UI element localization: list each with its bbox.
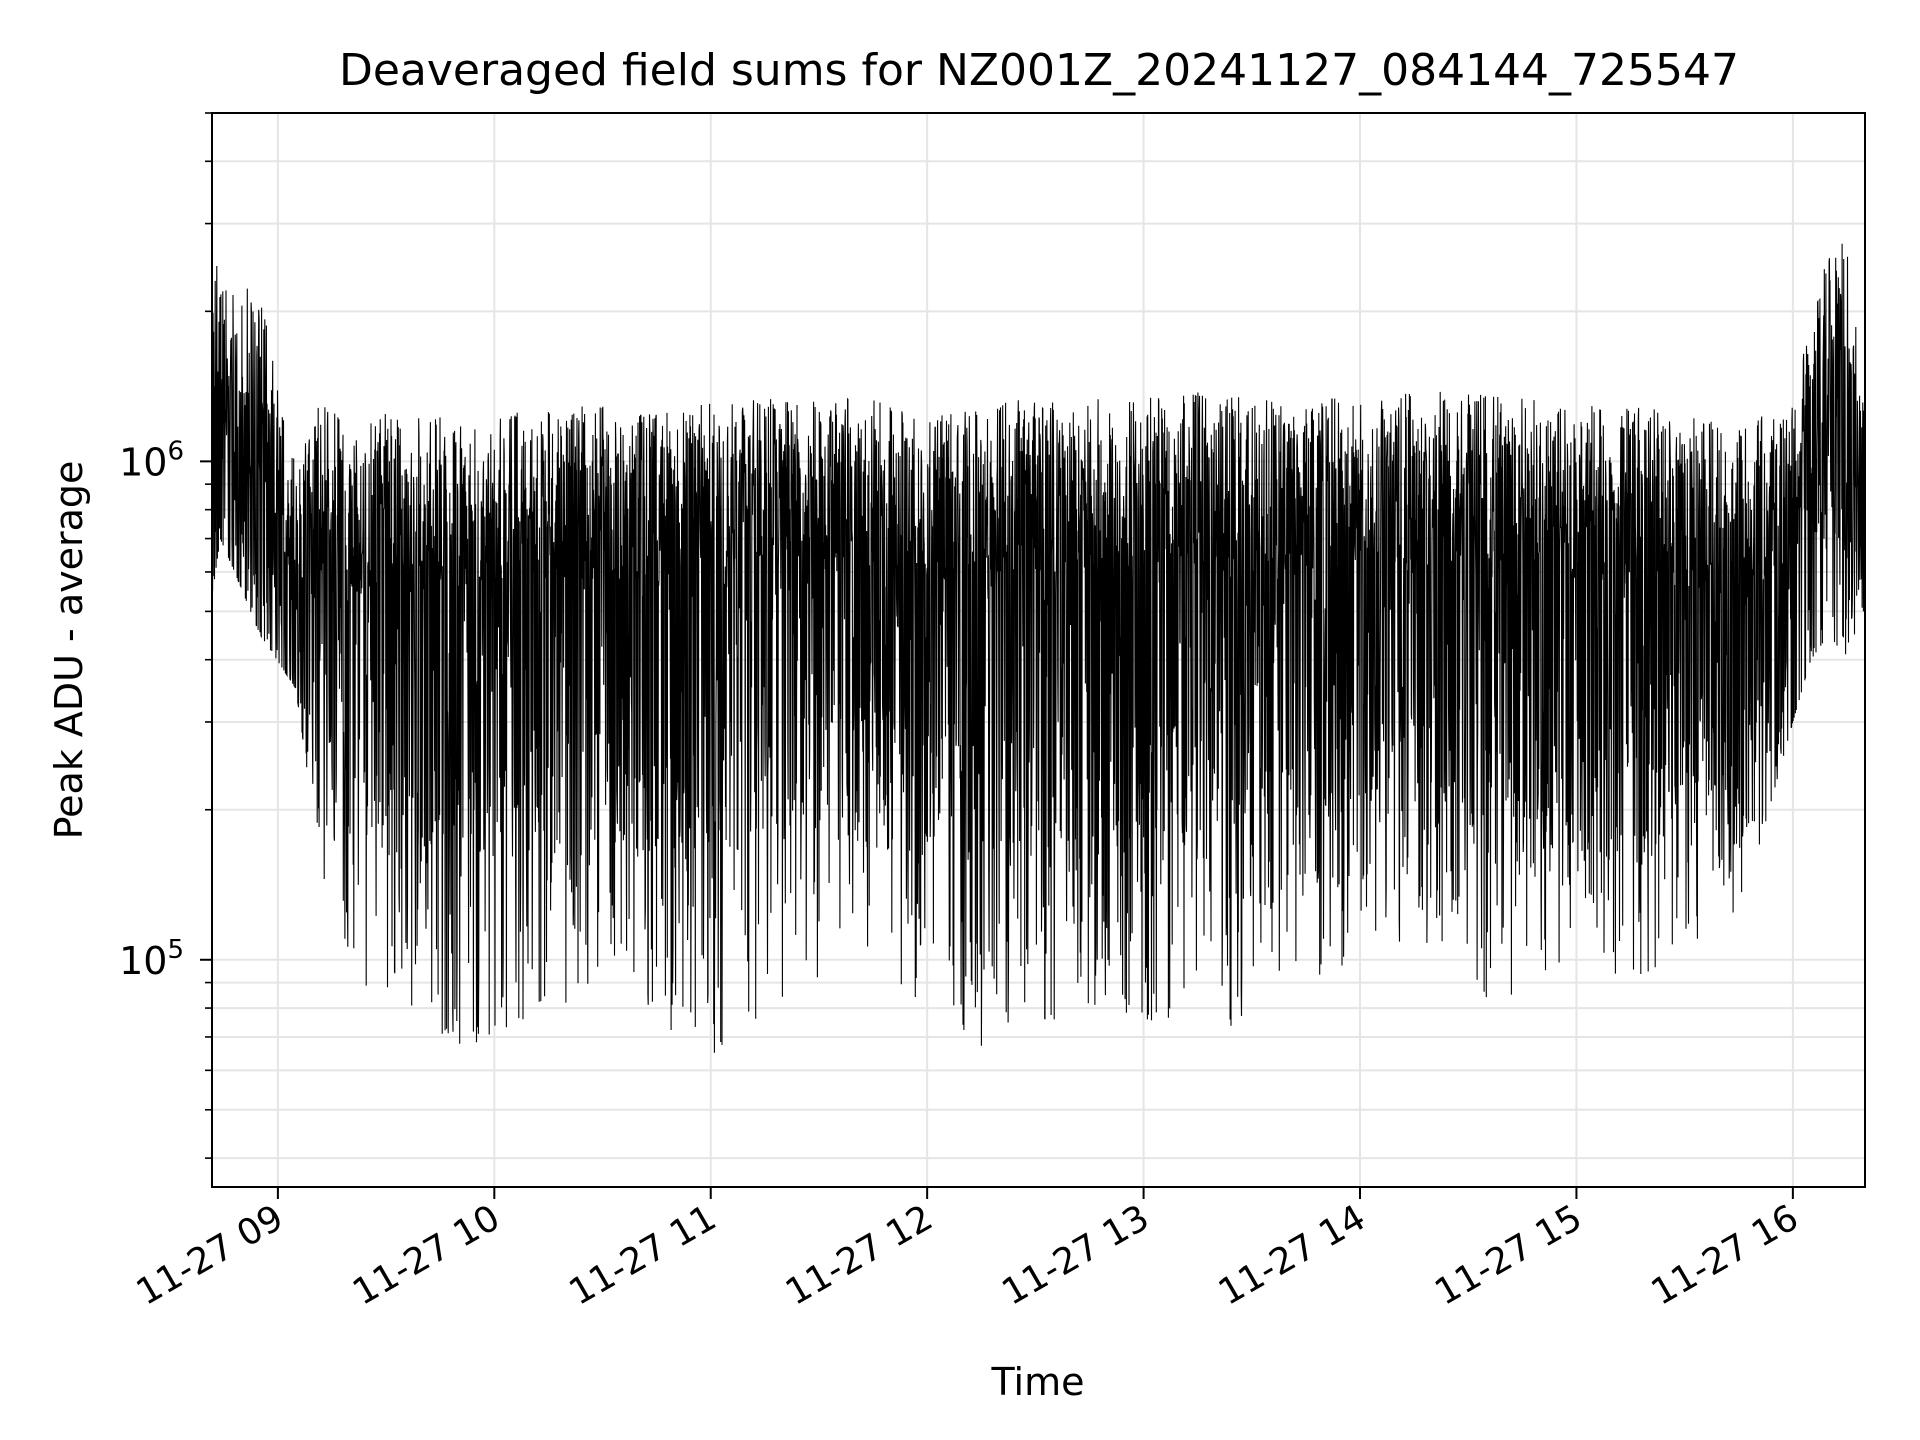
series-polyline (211, 243, 1866, 1053)
y-tick-label: 105 (119, 935, 184, 983)
y-tick-label: 106 (119, 436, 184, 484)
y-axis-label: Peak ADU - average (47, 461, 91, 840)
plot-frame (211, 112, 1866, 1188)
x-axis-label: Time (991, 1360, 1085, 1404)
y-axis: 105 106 (119, 112, 212, 1159)
chart-title: Deaveraged field sums for NZ001Z_2024112… (339, 45, 1739, 96)
series-line (211, 243, 1866, 1053)
